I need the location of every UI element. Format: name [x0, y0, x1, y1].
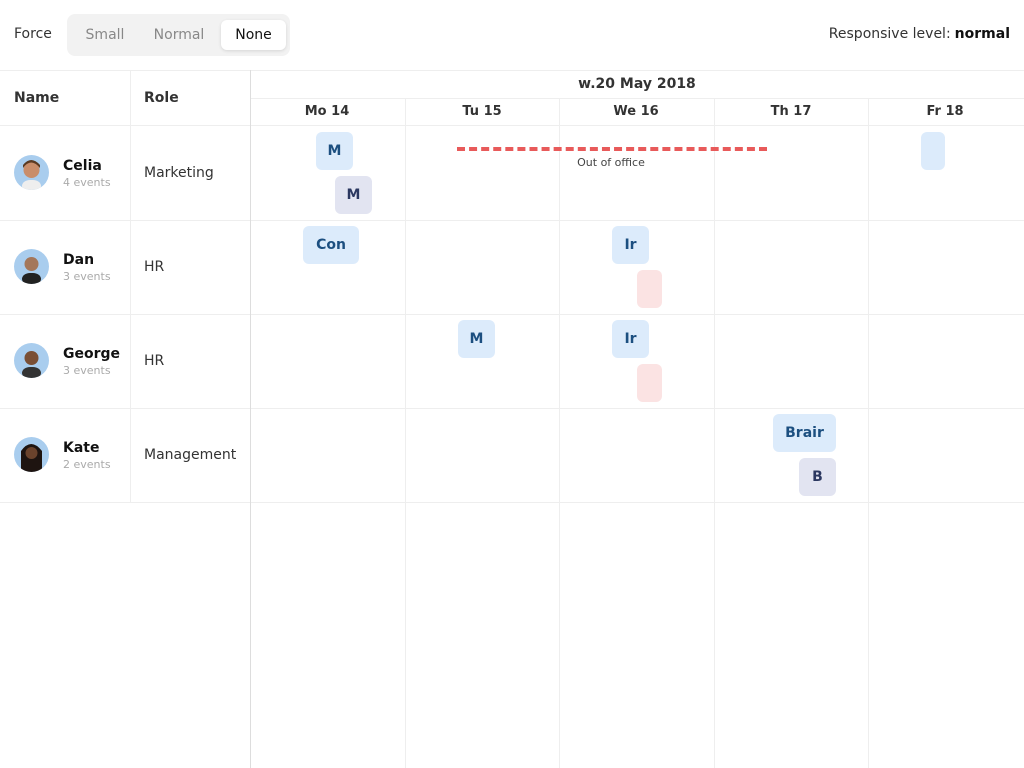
avatar [14, 249, 49, 284]
divider [0, 220, 1024, 221]
divider [0, 408, 1024, 409]
resource-event-count: 2 events [63, 458, 111, 471]
divider [250, 98, 1024, 99]
event[interactable] [921, 132, 945, 170]
day-header: Tu 15 [462, 104, 502, 119]
event[interactable]: M [458, 320, 495, 358]
resource-name: George [63, 346, 121, 362]
responsive-level: Responsive level: normal [829, 26, 1010, 42]
column-header-role[interactable]: Role [144, 90, 179, 106]
force-label: Force [14, 26, 52, 42]
responsive-label: Responsive level: [828, 26, 951, 42]
force-segmented-control: Small Normal None [67, 14, 290, 56]
resource-role: Management [144, 447, 237, 463]
event[interactable]: Con [303, 226, 359, 264]
divider [0, 125, 1024, 126]
option-normal[interactable]: Normal [153, 27, 205, 43]
divider [405, 98, 406, 768]
resource-name: Dan [63, 252, 95, 268]
week-header: w.20 May 2018 [578, 76, 696, 92]
out-of-office-bar[interactable] [457, 147, 767, 151]
resource-name: Celia [63, 158, 102, 174]
resource-role: Marketing [144, 165, 214, 181]
resource-event-count: 4 events [63, 176, 111, 189]
avatar [14, 437, 49, 472]
resource-event-count: 3 events [63, 364, 111, 377]
divider [0, 502, 1024, 503]
resource-event-count: 3 events [63, 270, 111, 283]
responsive-value: normal [954, 26, 1010, 42]
day-header: We 16 [613, 104, 659, 119]
avatar [14, 343, 49, 378]
divider [0, 314, 1024, 315]
out-of-office-label: Out of office [577, 156, 645, 169]
resource-role: HR [144, 259, 165, 275]
divider [559, 98, 560, 768]
day-header: Fr 18 [926, 104, 964, 119]
event[interactable]: M [316, 132, 353, 170]
day-header: Th 17 [770, 104, 812, 119]
event[interactable]: Ir [612, 320, 649, 358]
column-header-name[interactable]: Name [14, 90, 60, 106]
event[interactable]: M [335, 176, 372, 214]
divider [714, 98, 715, 768]
divider [0, 70, 1024, 71]
splitter[interactable] [250, 70, 251, 768]
avatar [14, 155, 49, 190]
event[interactable]: Ir [612, 226, 649, 264]
option-small[interactable]: Small [85, 27, 125, 43]
event[interactable] [637, 364, 662, 402]
event[interactable]: Brair [773, 414, 836, 452]
divider [130, 70, 131, 502]
day-header: Mo 14 [304, 104, 350, 119]
event[interactable]: B [799, 458, 836, 496]
event[interactable] [637, 270, 662, 308]
resource-name: Kate [63, 440, 100, 456]
resource-role: HR [144, 353, 165, 369]
divider [868, 98, 869, 768]
option-none[interactable]: None [221, 20, 286, 50]
